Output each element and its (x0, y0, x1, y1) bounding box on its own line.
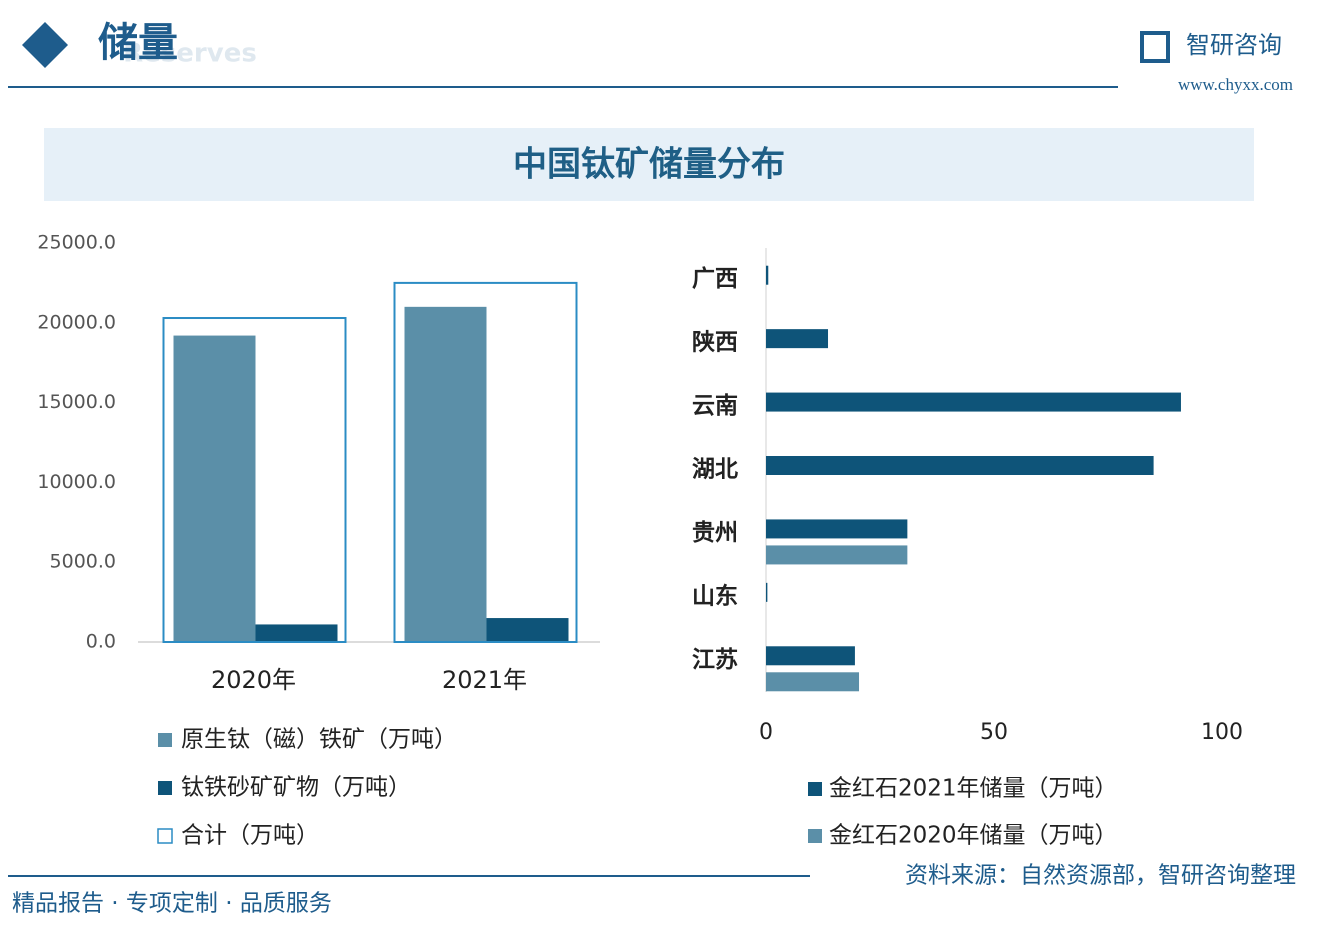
bar (766, 329, 829, 349)
bar (766, 672, 860, 692)
bar (766, 392, 1181, 412)
legend-label: 钛铁砂矿矿物（万吨） (181, 775, 411, 801)
footer-slogan: 精品报告 · 专项定制 · 品质服务 (12, 891, 332, 917)
header-subtitle: Reserves (123, 39, 257, 69)
y-tick-label: 云南 (692, 393, 738, 419)
y-tick-label: 贵州 (692, 520, 738, 546)
bar (486, 618, 569, 642)
legend-label: 金红石2021年储量（万吨） (829, 776, 1118, 802)
x-tick-label: 0 (759, 720, 773, 745)
brand-logo (1140, 31, 1170, 63)
legend-label: 原生钛（磁）铁矿（万吨） (181, 727, 457, 753)
footer-source: 资料来源：自然资源部，智研咨询整理 (905, 863, 1296, 889)
legend-label: 合计（万吨） (181, 823, 319, 849)
bar (766, 582, 768, 602)
y-tick-label: 江苏 (692, 647, 738, 673)
x-tick-label: 2020年 (211, 666, 296, 694)
y-tick-label: 25000.0 (37, 232, 116, 254)
bar (766, 519, 908, 539)
total-box (162, 317, 347, 643)
banner-title: 中国钛矿储量分布 (513, 145, 785, 185)
x-tick-label: 100 (1201, 720, 1243, 745)
legend-marker (157, 828, 173, 844)
legend-marker (158, 781, 172, 795)
total-box (393, 281, 578, 643)
brand-url: www.chyxx.com (1178, 75, 1293, 94)
bar (766, 545, 908, 565)
y-tick-label: 陕西 (692, 329, 738, 356)
y-tick-label: 20000.0 (37, 311, 116, 333)
x-tick-label: 50 (980, 720, 1008, 745)
bar (404, 306, 487, 642)
bar (255, 624, 338, 642)
y-tick-label: 山东 (692, 582, 738, 609)
legend-label: 金红石2020年储量（万吨） (829, 823, 1118, 849)
legend-marker (158, 733, 172, 747)
y-tick-label: 广西 (692, 265, 738, 292)
y-tick-label: 15000.0 (37, 391, 116, 413)
header-icon (22, 22, 68, 68)
brand-name: 智研咨询 (1186, 31, 1282, 59)
y-tick-label: 0.0 (86, 631, 116, 653)
bar (766, 265, 769, 285)
y-tick-label: 10000.0 (37, 471, 116, 493)
y-tick-label: 5000.0 (50, 551, 116, 573)
banner (44, 128, 1254, 201)
header-title: 储量 (98, 20, 178, 66)
x-tick-label: 2021年 (442, 666, 527, 694)
legend-marker (808, 829, 822, 843)
bar (766, 646, 855, 666)
bar (766, 456, 1154, 475)
y-tick-label: 湖北 (692, 457, 738, 483)
legend-marker (808, 782, 822, 796)
bar (173, 335, 256, 642)
